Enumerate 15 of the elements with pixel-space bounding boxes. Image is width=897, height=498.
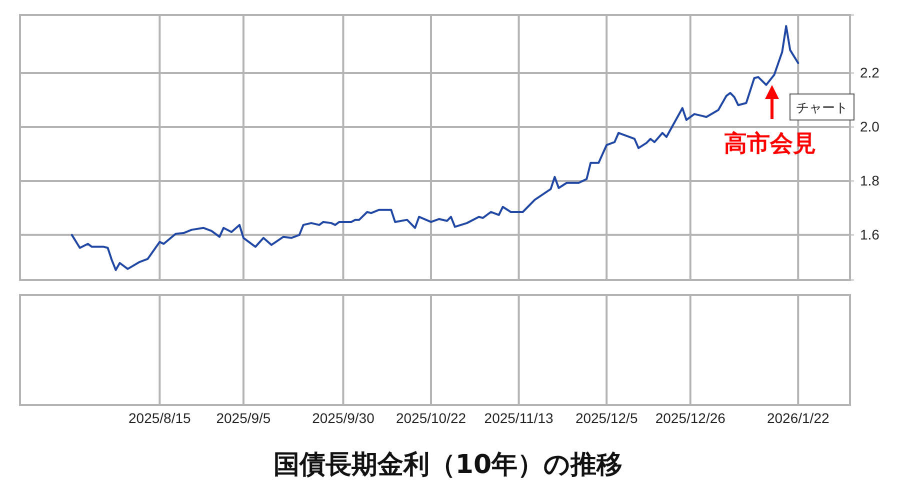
annotation: 高市会見: [724, 130, 816, 157]
y2-tick-label: 1.6: [860, 226, 880, 242]
x-tick-label: 2025/12/5: [575, 410, 638, 426]
x-tick-label: 2026/1/22: [766, 410, 830, 426]
x-tick-label: 2025/8/15: [128, 410, 192, 426]
x-tick-label: 2025/9/30: [312, 410, 375, 426]
y2-tick-label: 2.2: [860, 64, 880, 80]
annotation: チャート: [796, 101, 848, 116]
x-tick-label: 2025/11/13: [484, 410, 554, 426]
text: 国債長期金利（10年）の推移: [273, 450, 623, 480]
x-tick-label: 2025/9/5: [216, 410, 271, 426]
x-tick-label: 2025/12/26: [655, 410, 726, 426]
x-tick-label: 2025/10/22: [396, 410, 466, 426]
y2-tick-label: 2.0: [860, 118, 880, 134]
y2-tick-label: 1.8: [860, 172, 880, 188]
